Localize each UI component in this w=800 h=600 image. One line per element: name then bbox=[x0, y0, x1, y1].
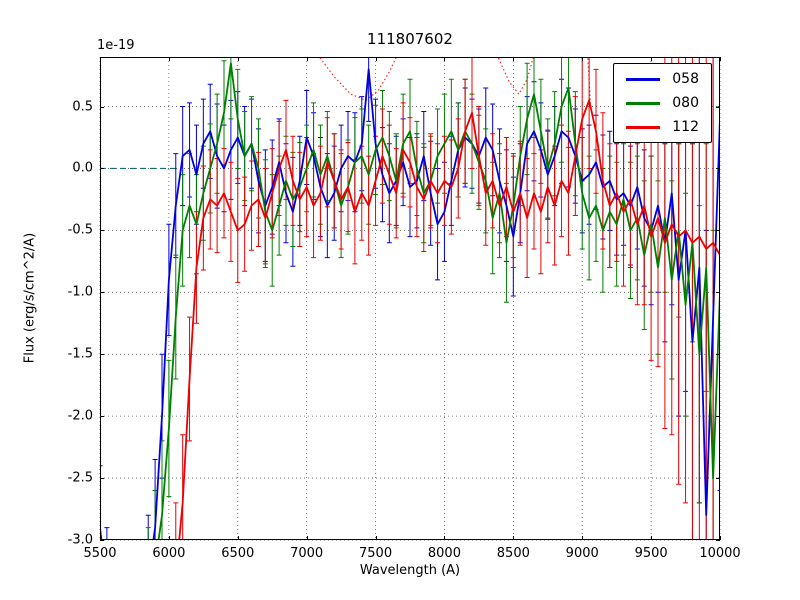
x-axis-label: Wavelength (A) bbox=[359, 563, 461, 578]
legend-line-sample bbox=[626, 125, 661, 129]
x-tick-label: 9000 bbox=[565, 546, 599, 561]
y-tick-label: -1.5 bbox=[67, 346, 93, 362]
y-tick-label: 0.5 bbox=[72, 99, 93, 115]
x-tick-label: 10000 bbox=[699, 546, 741, 561]
x-tick-label: 5500 bbox=[83, 546, 117, 561]
legend-line-sample bbox=[626, 101, 661, 105]
chart-title: 111807602 bbox=[367, 30, 453, 48]
x-tick-label: 6000 bbox=[152, 546, 186, 561]
x-tick-label: 8500 bbox=[496, 546, 530, 561]
y-tick-label: -0.5 bbox=[67, 222, 93, 238]
x-tick-label: 7500 bbox=[359, 546, 393, 561]
legend-item: 112 bbox=[626, 119, 699, 135]
legend-label: 112 bbox=[672, 119, 699, 135]
y-tick-label: 0.0 bbox=[72, 160, 93, 176]
x-tick-label: 6500 bbox=[221, 546, 255, 561]
x-tick-label: 7000 bbox=[290, 546, 324, 561]
y-axis-label: Flux (erg/s/cm^2/A) bbox=[22, 232, 38, 364]
y-tick-label: -1.0 bbox=[67, 284, 93, 300]
y-tick-label: -3.0 bbox=[67, 532, 93, 548]
legend-line-sample bbox=[626, 77, 661, 81]
legend-item: 058 bbox=[626, 71, 699, 87]
y-tick-label: -2.5 bbox=[67, 470, 93, 486]
legend-item: 080 bbox=[626, 95, 699, 111]
legend-label: 058 bbox=[672, 71, 699, 87]
y-tick-label: -2.0 bbox=[67, 408, 93, 424]
legend-label: 080 bbox=[672, 95, 699, 111]
legend: 058 080 112 bbox=[613, 63, 712, 143]
y-offset-label: 1e-19 bbox=[97, 38, 135, 53]
x-tick-label: 8000 bbox=[427, 546, 461, 561]
x-tick-label: 9500 bbox=[634, 546, 668, 561]
